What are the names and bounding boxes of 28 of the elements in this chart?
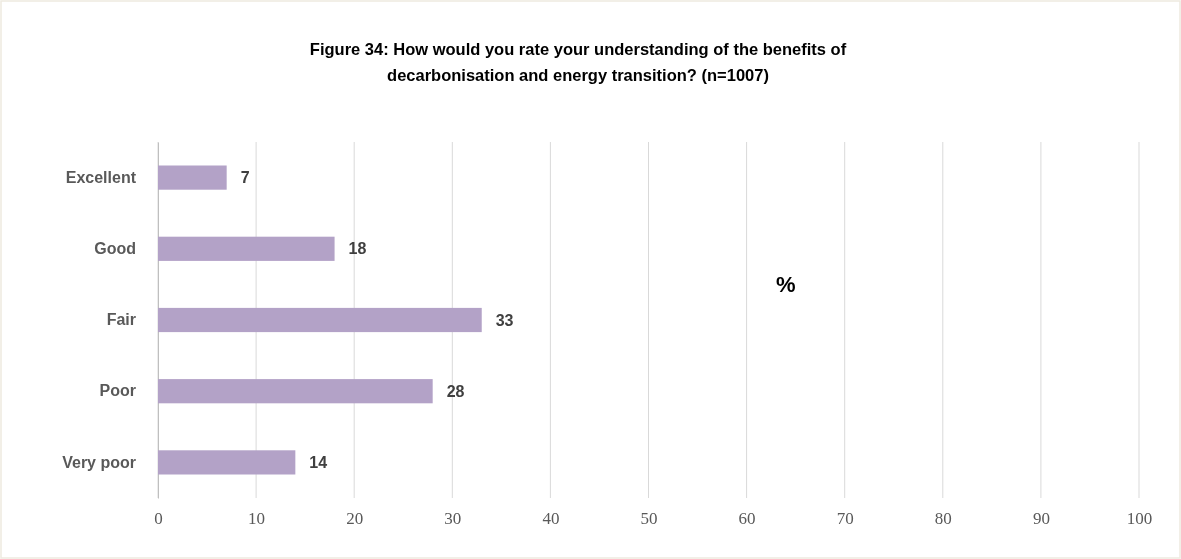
x-tick-label: 40 — [542, 509, 560, 529]
y-tick-label: Poor — [99, 382, 136, 400]
x-axis-title: % — [776, 272, 796, 297]
bar — [158, 307, 482, 333]
x-tick-label: 30 — [444, 509, 462, 529]
x-tick-label: 10 — [248, 509, 266, 529]
x-tick-label: 20 — [346, 509, 364, 529]
bar — [158, 379, 433, 404]
data-label: 7 — [240, 169, 250, 187]
x-tick-label: 0 — [154, 509, 163, 529]
bar — [158, 165, 227, 190]
y-tick-label: Fair — [106, 311, 136, 329]
data-label: 28 — [446, 382, 465, 400]
y-tick-label: Very poor — [62, 453, 136, 471]
bar — [158, 236, 335, 261]
data-label: 14 — [309, 454, 328, 471]
y-tick-label: Excellent — [65, 168, 137, 186]
x-tick-label: 60 — [738, 509, 756, 529]
x-tick-label: 90 — [1032, 509, 1050, 529]
x-tick-label: 70 — [836, 509, 854, 529]
chart-title: Figure 34: How would you rate your understanding of the benefits of decarbonisation and energy transition? (n=1007) — [309, 40, 847, 84]
bar — [158, 450, 296, 475]
y-tick-label: Good — [94, 239, 136, 257]
x-tick-label: 80 — [934, 509, 952, 529]
x-tick-label: 50 — [640, 509, 658, 529]
x-tick-label: 100 — [1126, 509, 1153, 529]
data-label: 33 — [495, 311, 514, 329]
data-label: 18 — [348, 240, 367, 258]
